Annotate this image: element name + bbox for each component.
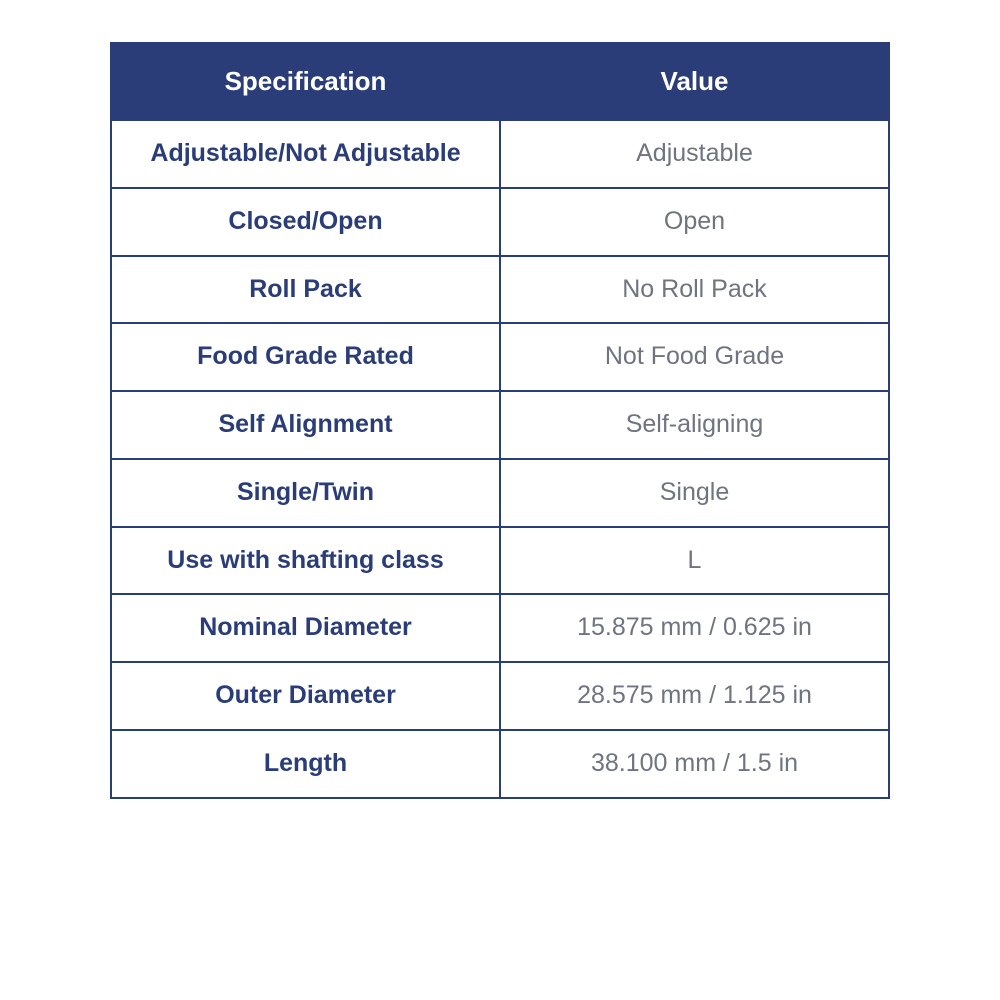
spec-label: Closed/Open [111,188,500,256]
spec-label: Outer Diameter [111,662,500,730]
spec-value: 15.875 mm / 0.625 in [500,594,889,662]
spec-value: Single [500,459,889,527]
table-row: Adjustable/Not Adjustable Adjustable [111,120,889,188]
spec-label: Length [111,730,500,798]
spec-label: Use with shafting class [111,527,500,595]
spec-table: Specification Value Adjustable/Not Adjus… [110,42,890,799]
table-row: Use with shafting class L [111,527,889,595]
spec-value: Self-aligning [500,391,889,459]
table-row: Roll Pack No Roll Pack [111,256,889,324]
table-row: Nominal Diameter 15.875 mm / 0.625 in [111,594,889,662]
table-row: Single/Twin Single [111,459,889,527]
table-row: Food Grade Rated Not Food Grade [111,323,889,391]
spec-value: Adjustable [500,120,889,188]
col-header-value: Value [500,43,889,120]
spec-value: 38.100 mm / 1.5 in [500,730,889,798]
spec-label: Self Alignment [111,391,500,459]
table-header-row: Specification Value [111,43,889,120]
spec-value: Not Food Grade [500,323,889,391]
spec-value: 28.575 mm / 1.125 in [500,662,889,730]
spec-value: No Roll Pack [500,256,889,324]
spec-value: Open [500,188,889,256]
spec-label: Food Grade Rated [111,323,500,391]
spec-label: Nominal Diameter [111,594,500,662]
table-row: Closed/Open Open [111,188,889,256]
spec-label: Adjustable/Not Adjustable [111,120,500,188]
table-row: Self Alignment Self-aligning [111,391,889,459]
table-row: Outer Diameter 28.575 mm / 1.125 in [111,662,889,730]
spec-label: Roll Pack [111,256,500,324]
table-row: Length 38.100 mm / 1.5 in [111,730,889,798]
spec-label: Single/Twin [111,459,500,527]
col-header-spec: Specification [111,43,500,120]
spec-value: L [500,527,889,595]
spec-table-container: Specification Value Adjustable/Not Adjus… [110,42,890,799]
